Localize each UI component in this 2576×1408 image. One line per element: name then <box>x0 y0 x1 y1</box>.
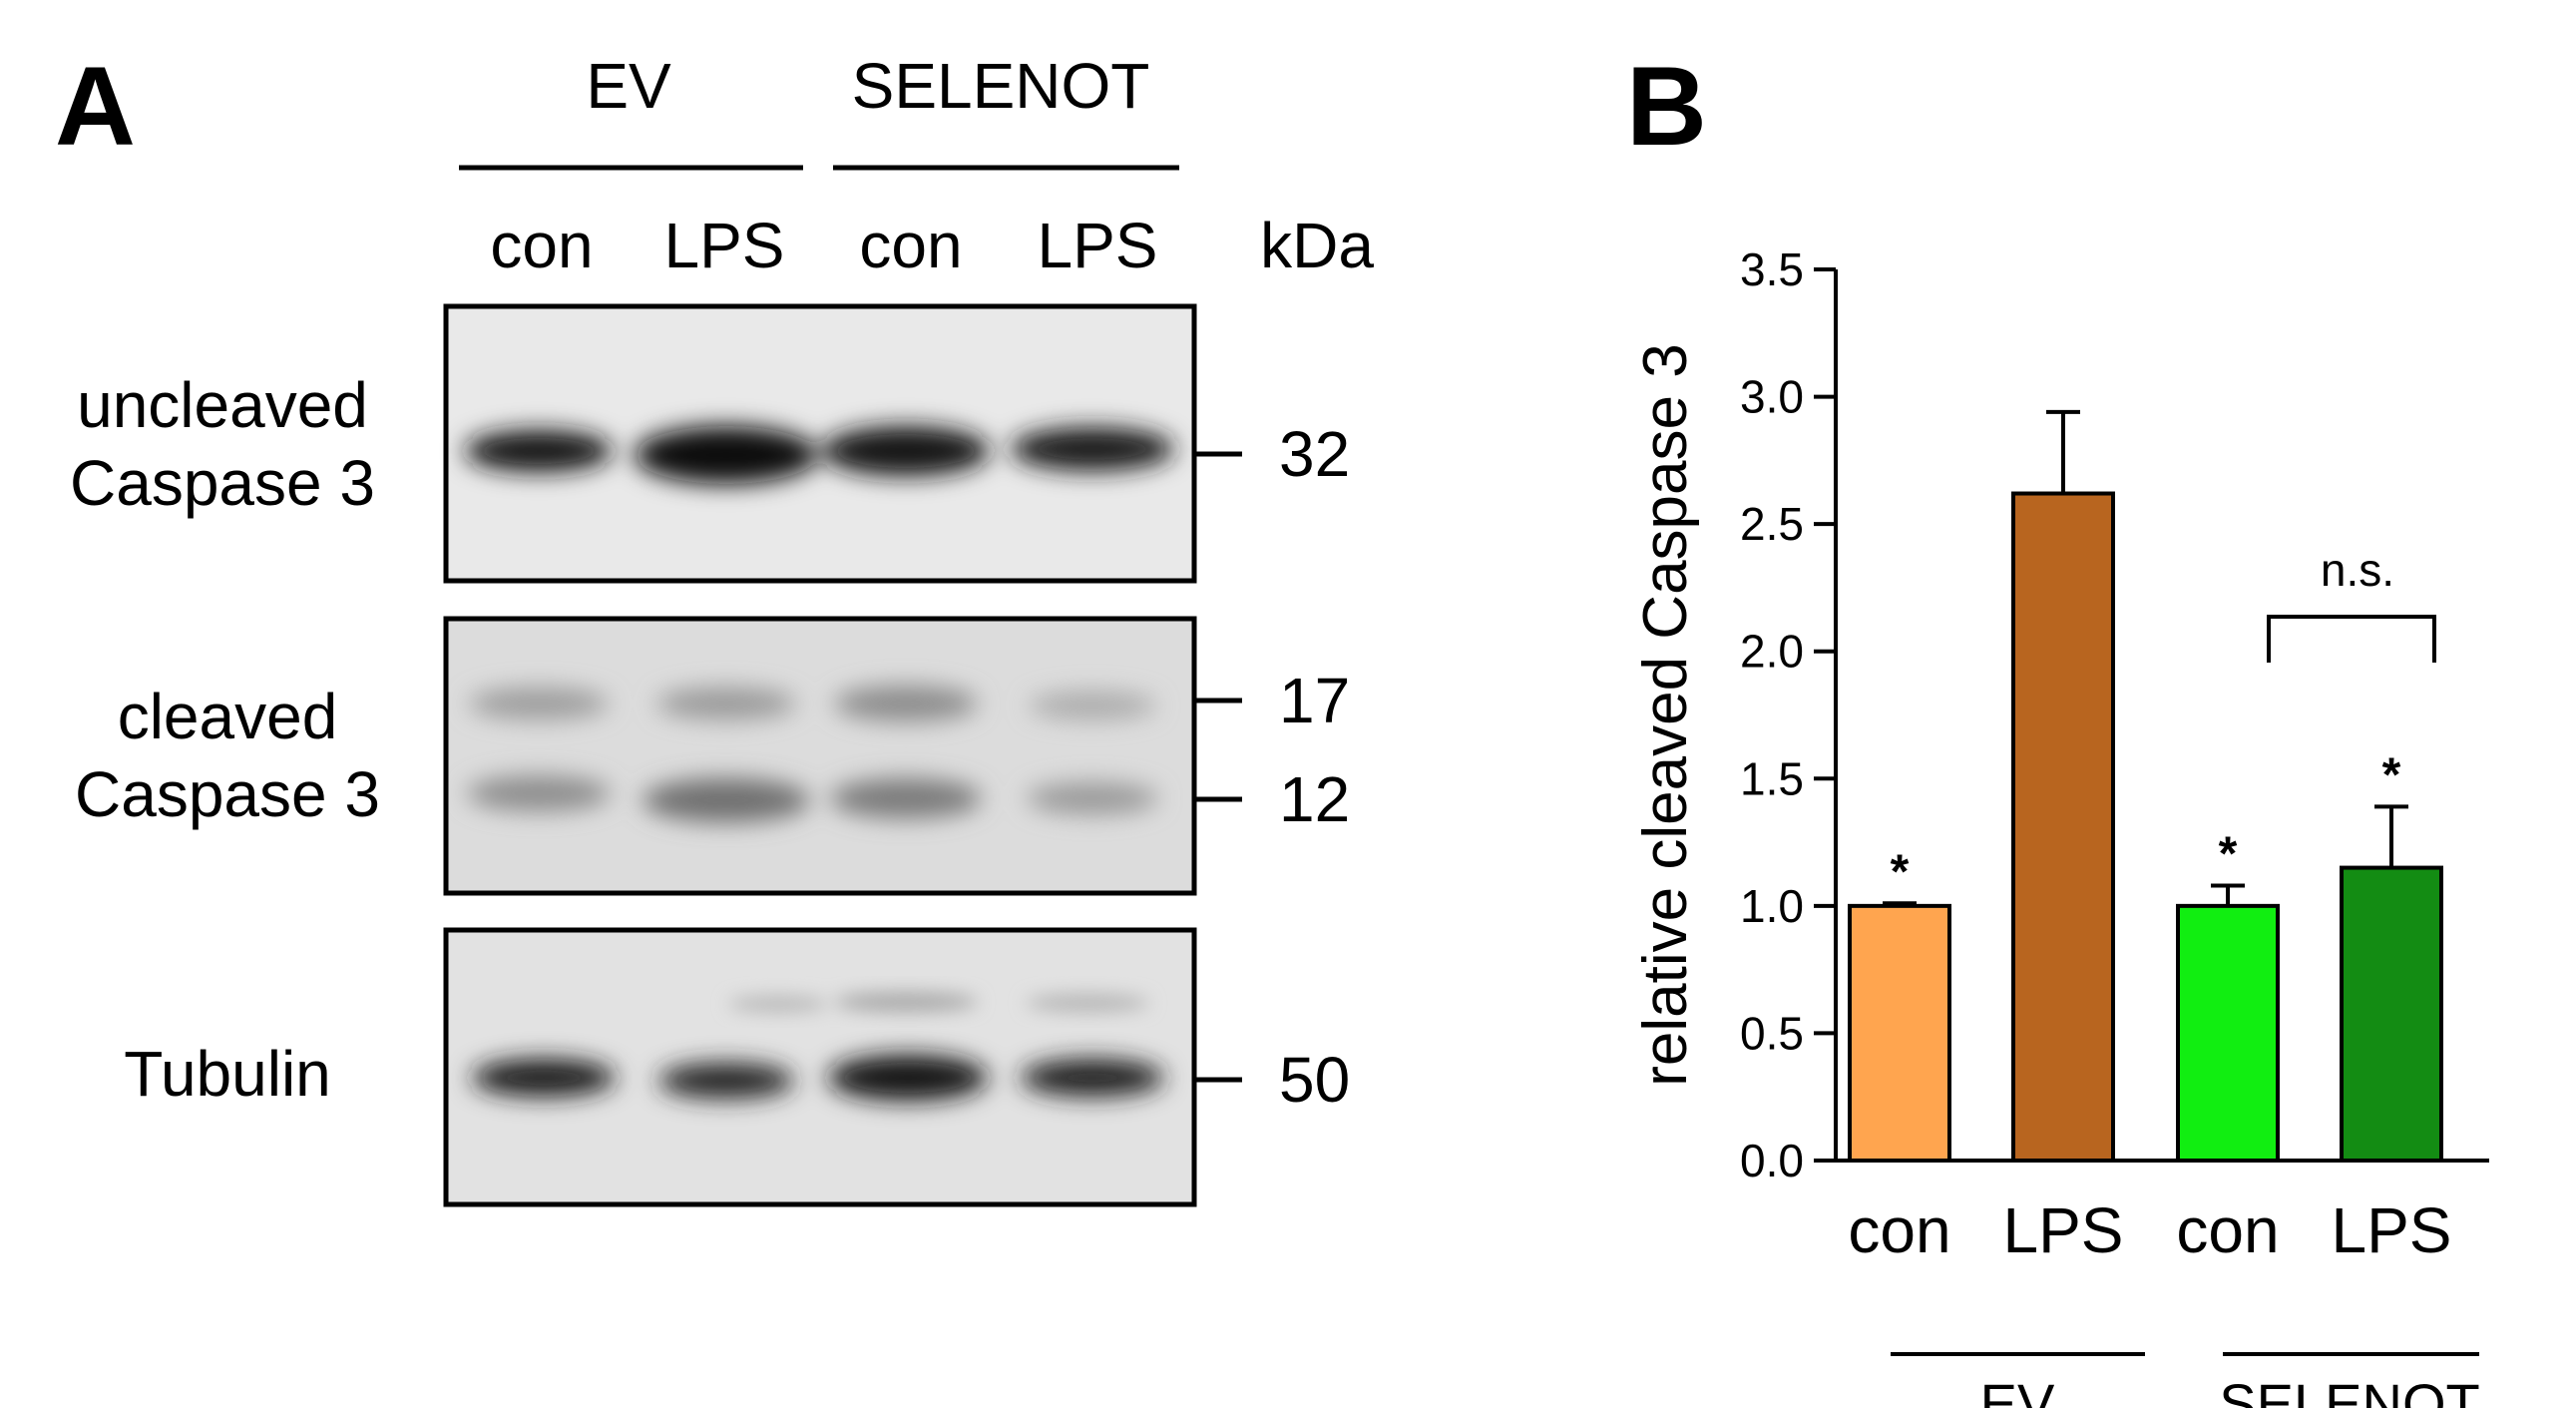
blot1-label-line1: uncleaved <box>77 369 368 441</box>
blot-tubulin <box>443 927 1197 1207</box>
bar-chart: 0.0 0.5 1.0 1.5 2.0 2.5 3.0 3.5 relative cleaved… <box>1631 243 2489 1266</box>
y-tick-label: 3.0 <box>1740 371 1804 423</box>
group-label-ev: EV <box>586 50 671 122</box>
x-group-label-ev: EV <box>1980 1372 2055 1408</box>
blot1-label-line2: Caspase 3 <box>70 447 375 519</box>
lane-label-4: LPS <box>1038 210 1158 281</box>
bands-tubulin-main <box>472 1055 1164 1101</box>
blot-cleaved-caspase3 <box>443 616 1197 896</box>
y-axis-label: relative cleaved Caspase 3 <box>1631 343 1700 1086</box>
x-category-label: LPS <box>2332 1194 2452 1266</box>
y-tick-label: 1.5 <box>1740 752 1804 804</box>
group-label-selenot: SELENOT <box>852 50 1150 122</box>
y-tick-label: 1.0 <box>1740 880 1804 932</box>
lane-label-2: LPS <box>664 210 785 281</box>
bands-tubulin <box>728 992 1149 1012</box>
lane-label-1: con <box>490 210 593 281</box>
y-tick-label: 3.5 <box>1740 243 1804 295</box>
significance-bracket <box>2267 615 2436 663</box>
bar <box>2340 865 2443 1163</box>
blot2-label-line2: Caspase 3 <box>75 758 380 830</box>
x-category-label: con <box>2176 1194 2279 1266</box>
blot-uncleaved-caspase3 <box>443 303 1197 584</box>
y-tick-label: 2.5 <box>1740 498 1804 550</box>
y-tick-label: 2.0 <box>1740 626 1804 678</box>
x-category-label: con <box>1848 1194 1950 1266</box>
x-category-label: LPS <box>2003 1194 2124 1266</box>
bar <box>2176 903 2280 1163</box>
y-tick-label: 0.5 <box>1740 1007 1804 1059</box>
panel-a-label: A <box>55 44 136 169</box>
kda-label: kDa <box>1260 210 1374 281</box>
lane-label-3: con <box>859 210 962 281</box>
marker-32: 32 <box>1279 418 1350 490</box>
blot2-label-line1: cleaved <box>118 681 338 752</box>
marker-12: 12 <box>1279 763 1350 835</box>
x-group-label-selenot: SELENOT <box>2219 1372 2479 1408</box>
marker-50: 50 <box>1279 1044 1350 1116</box>
marker-17: 17 <box>1279 665 1350 736</box>
significance-label: n.s. <box>2321 544 2394 596</box>
bar <box>1848 903 1951 1163</box>
significance-star: * <box>2219 827 2238 880</box>
y-tick-label: 0.0 <box>1740 1135 1804 1186</box>
significance-star: * <box>2382 748 2401 801</box>
blot3-label: Tubulin <box>124 1038 331 1110</box>
bands-cleaved <box>467 686 1158 822</box>
panel-b-label: B <box>1626 44 1707 169</box>
bar <box>2011 491 2115 1164</box>
bands-uncleaved <box>465 426 1174 484</box>
significance-star: * <box>1891 845 1910 898</box>
